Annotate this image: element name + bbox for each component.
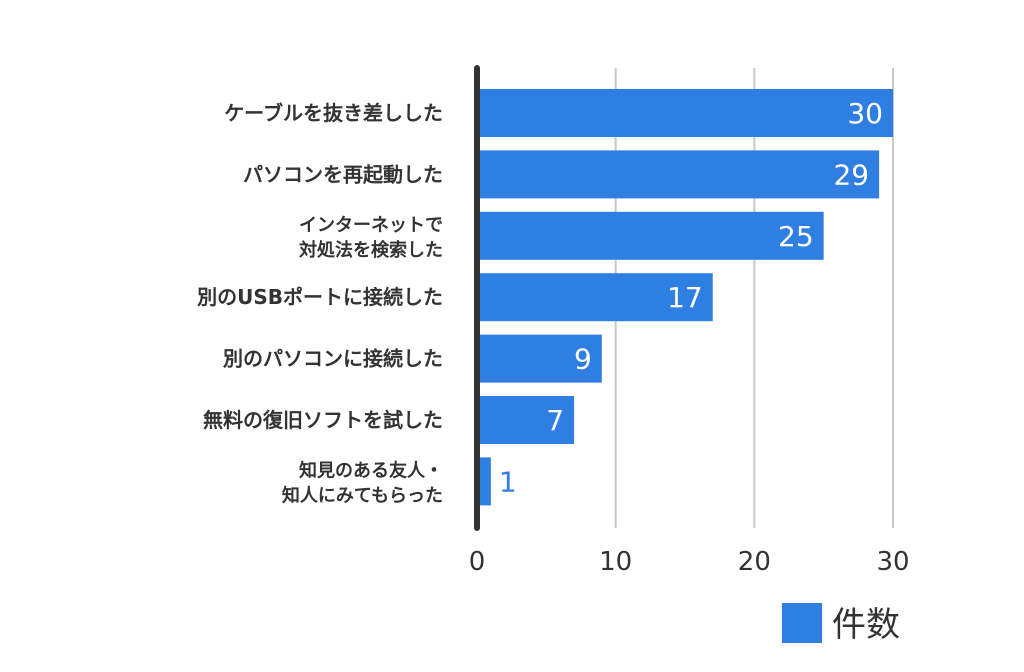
bar [477,89,893,137]
category-label: パソコンを再起動した [243,162,443,186]
x-tick-label: 10 [599,547,632,577]
data-label: 9 [574,343,592,376]
category-label: 知見のある友人・ [299,459,443,481]
category-label: 別のUSBポートに接続した [197,285,443,309]
bar [477,150,880,199]
x-tick-label: 20 [738,547,771,577]
category-label: 無料の復旧ソフトを試した [203,408,443,432]
data-label: 1 [499,465,517,498]
data-label: 29 [833,158,869,191]
bar [477,211,824,260]
category-label: 別のパソコンに接続した [223,347,443,371]
category-label: ケーブルを抜き差しした [224,101,443,125]
x-tick-label: 30 [876,547,909,577]
bar [477,396,575,444]
data-label: 25 [778,220,814,253]
data-label: 7 [546,404,564,437]
data-label: 17 [667,281,703,314]
legend-swatch [782,603,822,643]
category-label: 知人にみてもらった [282,484,443,506]
x-tick-label: 0 [469,547,486,577]
bar [477,334,602,383]
bar [477,457,491,506]
data-label: 30 [847,97,883,130]
bar [477,273,713,322]
category-label: インターネットで [299,215,443,236]
legend-label: 件数 [832,605,900,645]
category-label: 対処法を検索した [298,239,443,261]
